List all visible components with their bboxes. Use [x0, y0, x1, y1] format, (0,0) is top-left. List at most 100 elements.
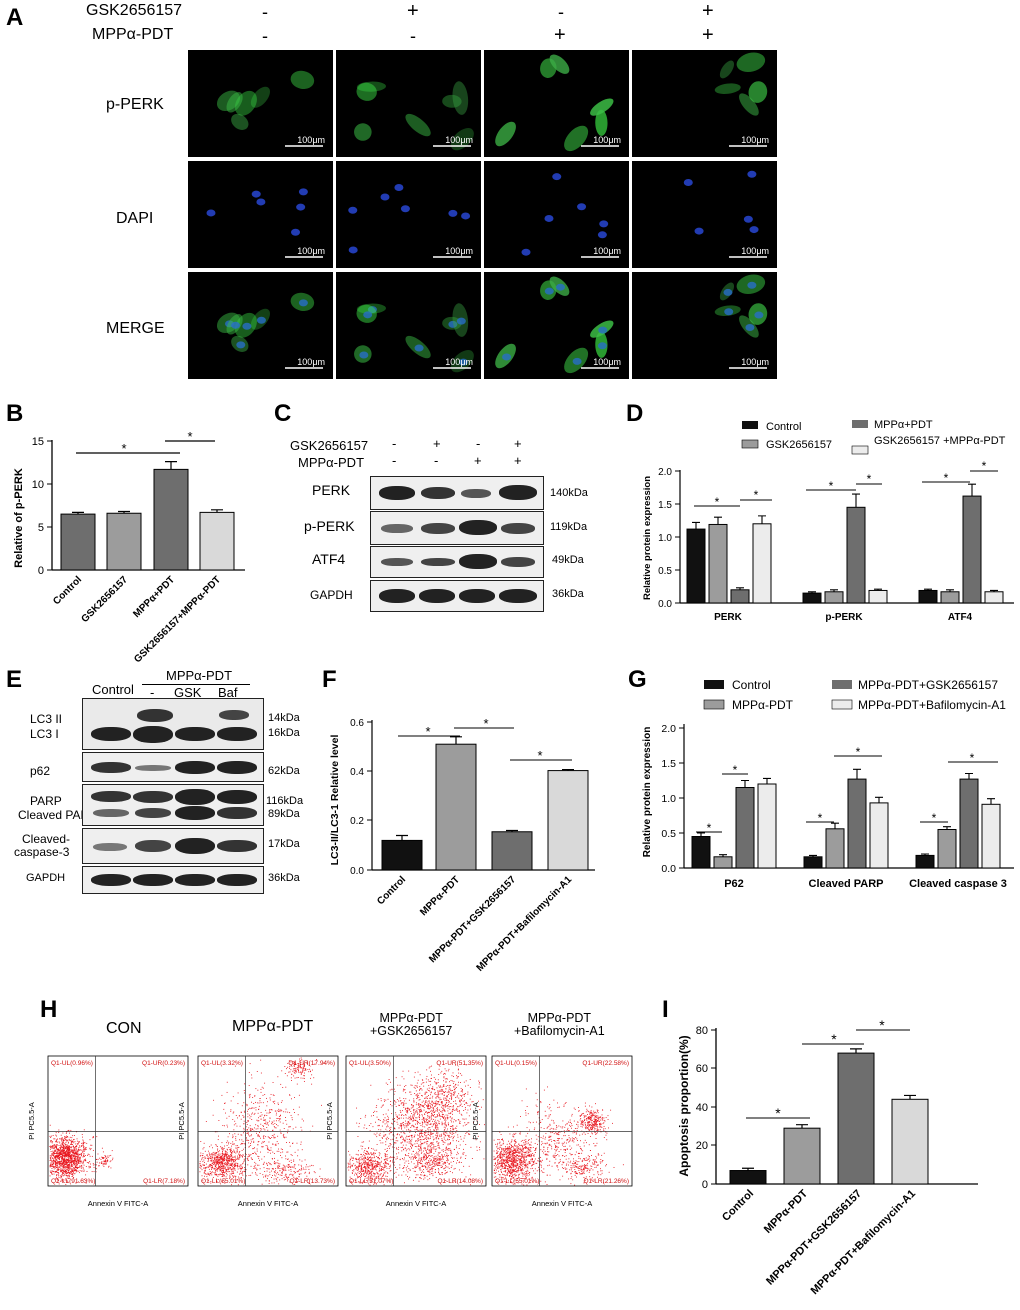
error-bar	[965, 772, 973, 780]
legend-label: Control	[732, 678, 771, 692]
band-label: LC3 II	[30, 712, 63, 726]
bar	[984, 591, 1004, 604]
xtick: GSK2656157	[79, 574, 130, 625]
sub-label: Baf	[218, 685, 238, 700]
kda-label: 36kDa	[552, 588, 584, 600]
micrograph: 100μm	[336, 50, 481, 157]
row-label-p-perk: p-PERK	[106, 96, 164, 113]
sig-star: *	[425, 724, 430, 739]
sign: +	[702, 24, 714, 46]
micrograph: 100μm	[336, 272, 481, 379]
quadrant-label: Q1-LR(14.08%)	[437, 1178, 483, 1185]
sig-star: *	[818, 811, 823, 825]
scale-bar-label: 100μm	[445, 246, 473, 256]
error-bar	[946, 589, 954, 592]
micrograph: 100μm	[484, 161, 629, 268]
kda-label: 89kDa	[268, 808, 300, 820]
ytick: 2.0	[658, 467, 672, 478]
xtick: MPPα-PDT	[418, 874, 462, 918]
ytick: 0	[702, 1179, 708, 1191]
kda-label: 49kDa	[552, 554, 584, 566]
ytick: 5	[38, 522, 44, 534]
quadrant-label: Q1-LL(65.01%)	[201, 1178, 245, 1185]
chart-g: Control MPPα-PDT MPPα-PDT+GSK2656157 MPP…	[642, 678, 1014, 890]
micrograph: 100μm	[188, 161, 333, 268]
ytick: 0.5	[661, 828, 676, 840]
flow-ylabel: PI PC5.5-A	[27, 1102, 36, 1140]
significance: * * * * * *	[694, 459, 998, 509]
error-bar	[968, 483, 976, 497]
sig-star: *	[970, 751, 975, 765]
band-label: PERK	[312, 482, 351, 498]
error-bar	[990, 589, 998, 592]
sign: -	[262, 2, 268, 22]
sig-star: *	[829, 479, 834, 493]
sign: +	[474, 453, 482, 468]
sign: +	[702, 0, 714, 22]
ytick: 0.4	[350, 767, 364, 778]
panel-letter-e: E	[6, 666, 23, 693]
blot-p62	[82, 752, 264, 782]
sig-star: *	[944, 471, 949, 485]
micrograph: 100μm	[632, 161, 777, 268]
sign: +	[514, 436, 522, 451]
bar	[691, 836, 711, 869]
ytick: 0	[38, 565, 44, 577]
sign: -	[558, 2, 564, 22]
error-bar	[852, 493, 860, 508]
row-label-merge: MERGE	[106, 320, 165, 337]
legend: Control MPPα-PDT MPPα-PDT+GSK2656157 MPP…	[703, 678, 1006, 712]
error-bar	[924, 588, 932, 591]
quadrant-label: Q1-UR(51.35%)	[436, 1060, 483, 1067]
ytick: 2.0	[661, 723, 676, 735]
error-bar	[874, 588, 882, 591]
blot-parp	[82, 784, 264, 826]
panel-letter-d: D	[626, 400, 644, 427]
bar	[981, 803, 1001, 869]
error-bar	[450, 736, 462, 745]
xtick: MPPα-PDT	[762, 1187, 810, 1235]
quadrant-label: Q1-LL(31.07%)	[349, 1178, 393, 1185]
quadrant-label: Q1-UL(3.32%)	[201, 1060, 243, 1067]
scale-bar-label: 100μm	[741, 246, 769, 256]
error-bar	[796, 1124, 808, 1129]
legend-label: MPPα+PDT	[874, 419, 933, 431]
bar	[869, 802, 889, 869]
blot-lc3	[82, 698, 264, 750]
error-bar	[875, 796, 883, 803]
quadrant-label: Q1-UR(17.94%)	[288, 1060, 335, 1067]
quadrant-label: Q1-UR(0.23%)	[142, 1060, 185, 1067]
scale-bar-label: 100μm	[741, 135, 769, 145]
sig-star: *	[483, 716, 488, 731]
xtick: Cleaved PARP	[809, 878, 884, 890]
flow-ylabel: PI PC5.5-A	[325, 1102, 334, 1140]
flow-plot: Q1-UL(3.50%) Q1-UR(51.35%) Q1-LL(31.07%) Q1…	[325, 1055, 487, 1208]
flow-xlabel: Annexin V FITC-A	[532, 1199, 592, 1208]
sig-star: *	[982, 459, 987, 473]
error-bar	[736, 587, 744, 590]
bar	[837, 1052, 875, 1185]
legend-label: Control	[766, 421, 801, 433]
kda-label: 17kDa	[268, 838, 300, 850]
sig-star: *	[537, 748, 542, 763]
xtick: MPPα-PDT+Bafilomycin-A1	[475, 874, 575, 974]
bar	[783, 1127, 821, 1185]
band-label: caspase-3	[14, 845, 70, 859]
sign: -	[476, 436, 481, 451]
sig-star: *	[187, 429, 192, 444]
bar	[708, 523, 728, 604]
ytick: 1.0	[661, 793, 676, 805]
flow-plot: Q1-UL(3.32%) Q1-UR(17.94%) Q1-LL(65.01%) Q1…	[177, 1055, 339, 1208]
ylabel: Relative of p-PERK	[13, 468, 25, 568]
chart-b: Relative of p-PERK 0 5 10 15 * * Control…	[13, 429, 245, 665]
micrograph: 100μm	[188, 50, 333, 157]
micrograph: 100μm	[188, 272, 333, 379]
xtick: GSK2656157+MPPα-PDT	[132, 574, 223, 665]
quadrant-label: Q1-LR(21.26%)	[583, 1178, 629, 1185]
error-bar	[714, 516, 722, 525]
significance: * *	[76, 429, 215, 456]
sig-star: *	[879, 1017, 885, 1033]
sig-star: *	[733, 763, 738, 777]
scale-bar-label: 100μm	[445, 135, 473, 145]
flow-xlabel: Annexin V FITC-A	[238, 1199, 298, 1208]
